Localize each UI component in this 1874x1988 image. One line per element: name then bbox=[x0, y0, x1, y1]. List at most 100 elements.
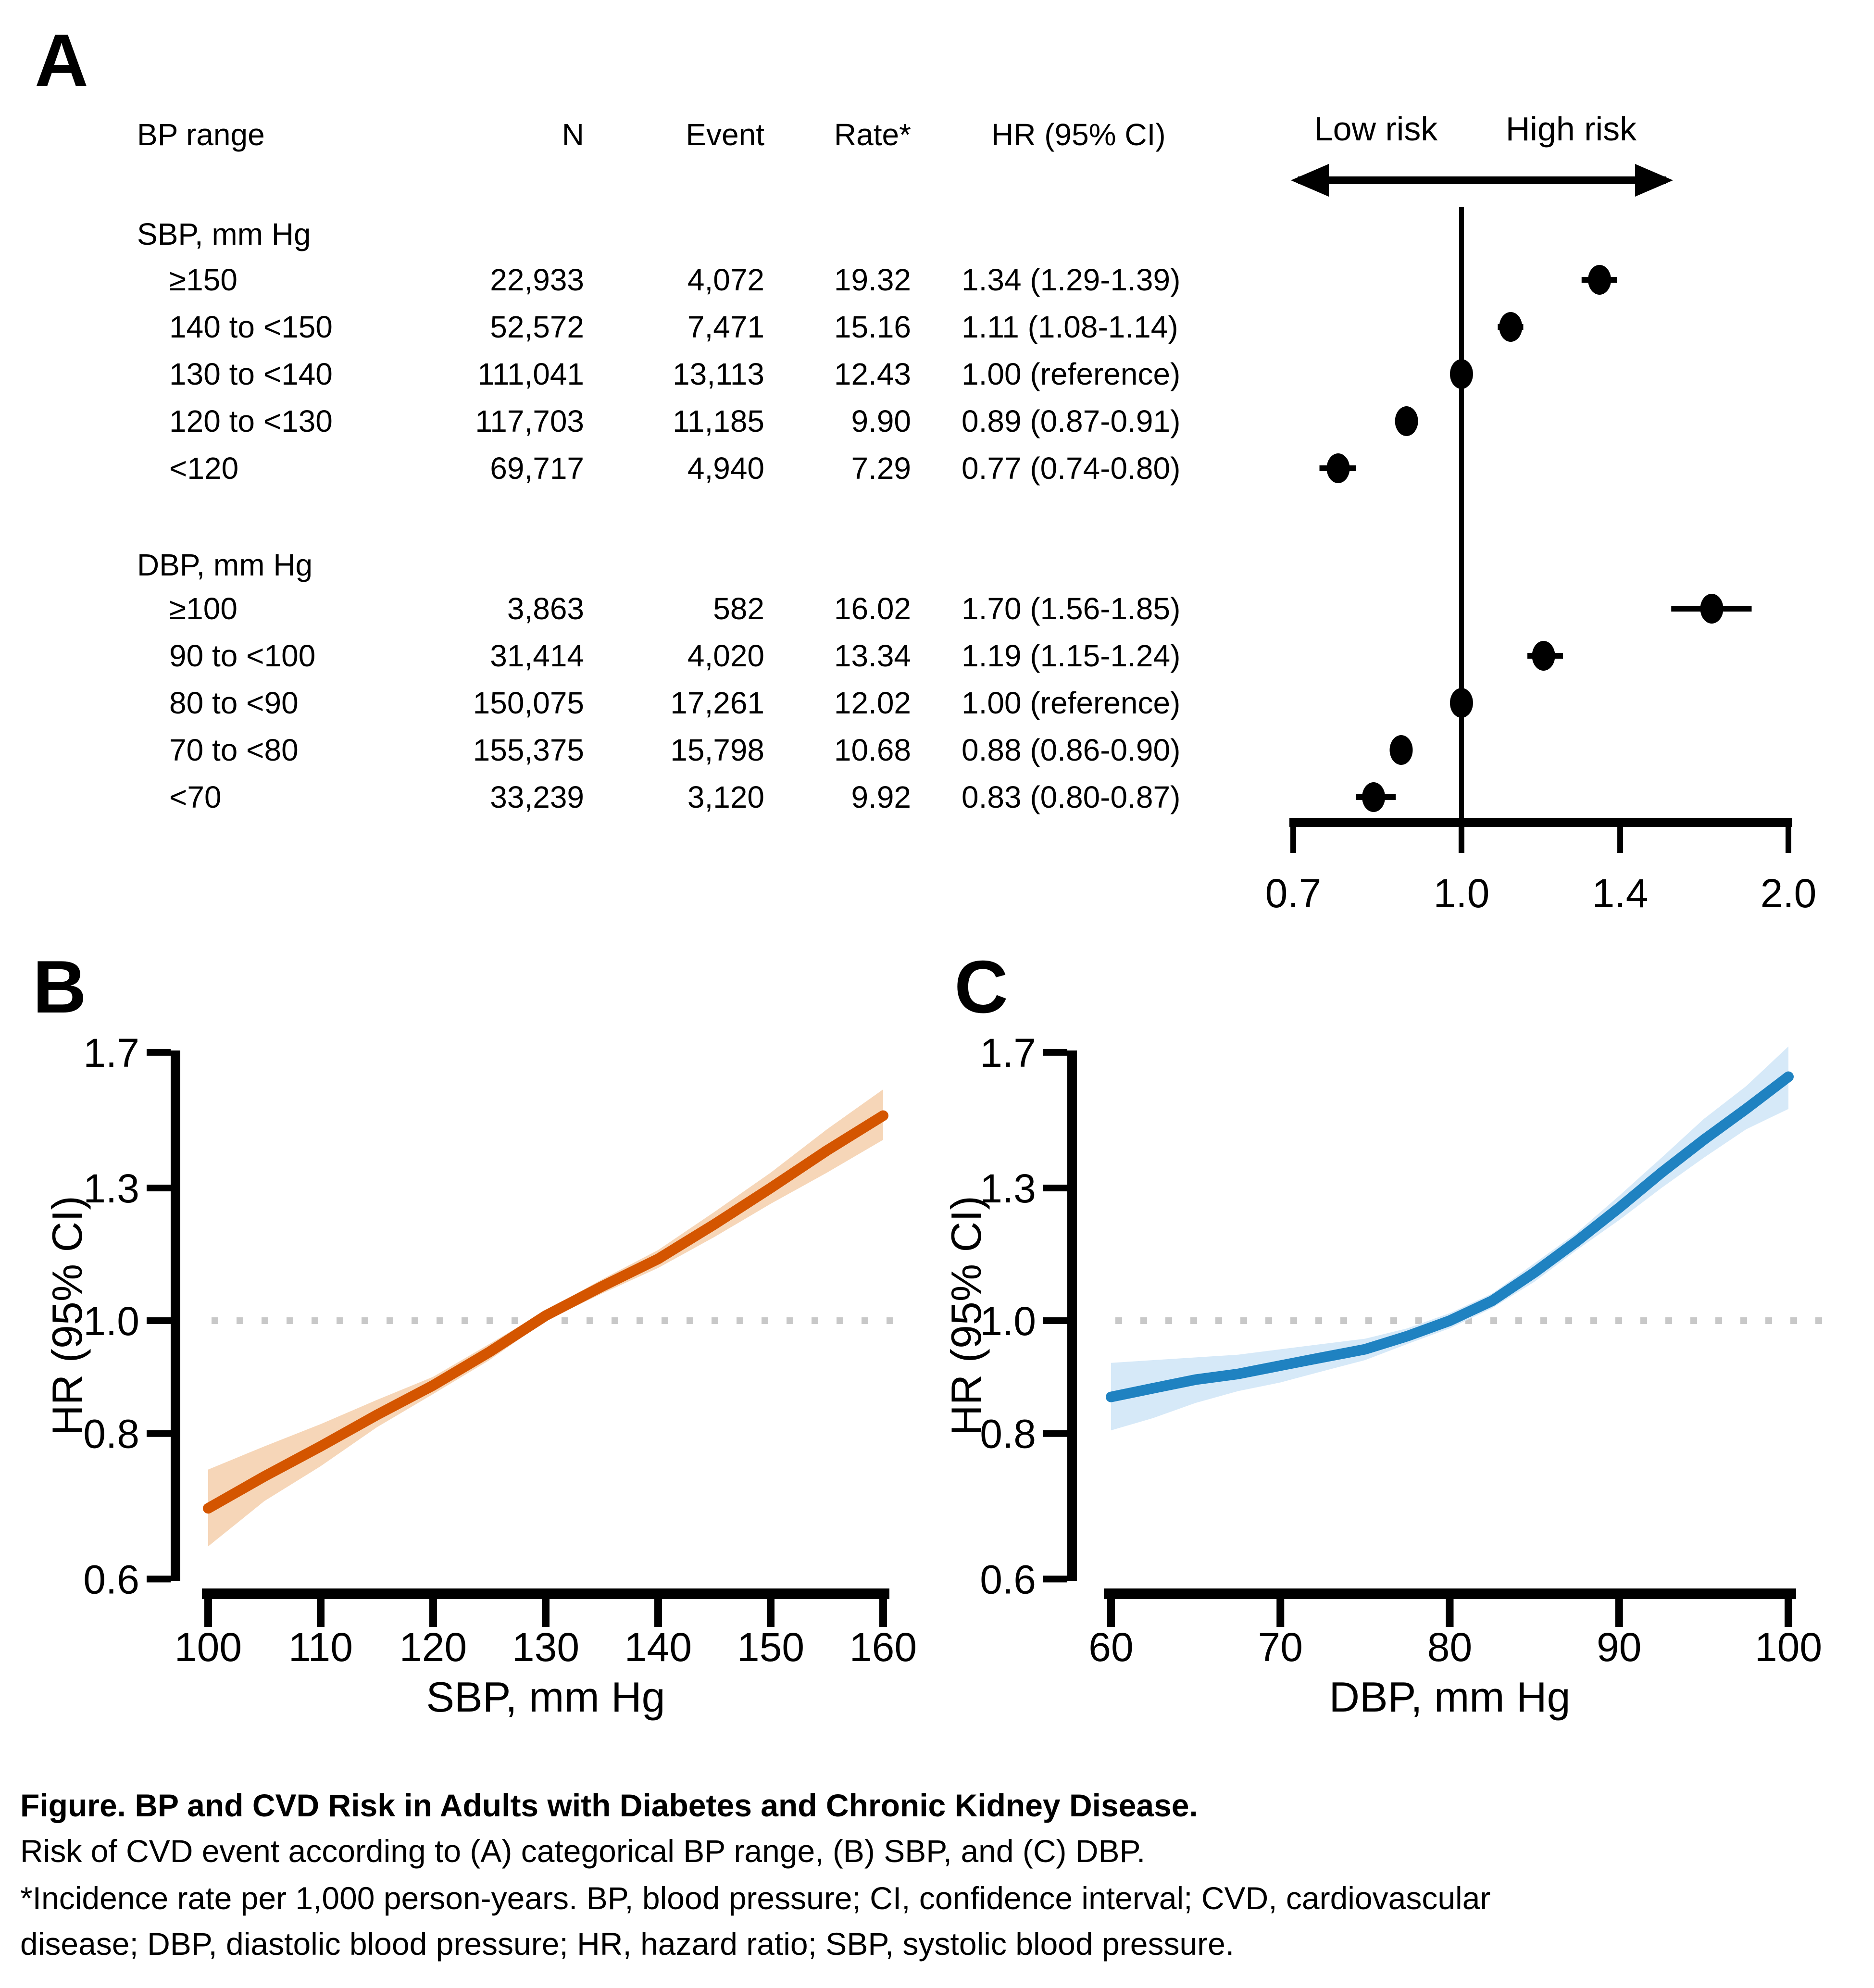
forest-point bbox=[1700, 594, 1724, 624]
row-hr-ci: 0.83 (0.80-0.87) bbox=[962, 780, 1181, 814]
row-rate: 9.92 bbox=[851, 780, 911, 814]
row-bp-range: <70 bbox=[169, 780, 222, 814]
col-header-n: N bbox=[562, 117, 584, 152]
col-header-event: Event bbox=[686, 117, 764, 152]
y-axis-tick-label: 1.7 bbox=[83, 1030, 139, 1075]
caption-line3: *Incidence rate per 1,000 person-years. … bbox=[20, 1880, 1491, 1916]
row-event: 13,113 bbox=[673, 357, 764, 391]
y-axis-tick-label: 1.3 bbox=[83, 1166, 139, 1211]
row-hr-ci: 0.89 (0.87-0.91) bbox=[962, 404, 1181, 438]
y-axis-tick-label: 1.0 bbox=[83, 1299, 139, 1344]
x-axis-tick-label: 150 bbox=[737, 1625, 804, 1670]
row-rate: 13.34 bbox=[834, 638, 911, 673]
y-axis-tick-label: 1.3 bbox=[980, 1166, 1036, 1211]
forest-point bbox=[1449, 688, 1473, 718]
section-heading: SBP, mm Hg bbox=[137, 217, 311, 251]
row-hr-ci: 0.77 (0.74-0.80) bbox=[962, 451, 1181, 486]
caption-line2: Risk of CVD event according to (A) categ… bbox=[20, 1833, 1146, 1869]
row-bp-range: 120 to <130 bbox=[169, 404, 333, 438]
row-bp-range: 90 to <100 bbox=[169, 638, 316, 673]
row-event: 17,261 bbox=[670, 686, 764, 720]
x-axis-spine bbox=[1104, 1588, 1796, 1599]
low-risk-label: Low risk bbox=[1314, 110, 1438, 148]
y-axis-tick-label: 0.6 bbox=[980, 1557, 1036, 1602]
forest-axis-tick-label: 1.4 bbox=[1592, 871, 1649, 916]
y-axis-tick-label: 0.8 bbox=[83, 1412, 139, 1457]
row-hr-ci: 1.34 (1.29-1.39) bbox=[962, 263, 1181, 297]
section-heading: DBP, mm Hg bbox=[137, 548, 313, 582]
x-axis-tick-label: 130 bbox=[512, 1625, 579, 1670]
forest-axis-tick-label: 1.0 bbox=[1434, 871, 1490, 916]
row-event: 3,120 bbox=[687, 780, 764, 814]
y-axis-tick-label: 0.6 bbox=[83, 1557, 139, 1602]
x-axis-tick-label: 110 bbox=[288, 1625, 353, 1670]
panel-b-label: B bbox=[33, 945, 87, 1028]
caption-title: Figure. BP and CVD Risk in Adults with D… bbox=[20, 1788, 1198, 1823]
forest-point bbox=[1326, 453, 1350, 483]
forest-point bbox=[1362, 782, 1386, 812]
row-hr-ci: 1.19 (1.15-1.24) bbox=[962, 638, 1181, 673]
hr-curve bbox=[1106, 1071, 1794, 1402]
row-event: 15,798 bbox=[670, 733, 764, 767]
x-axis-title: SBP, mm Hg bbox=[426, 1673, 665, 1721]
row-event: 7,471 bbox=[687, 310, 764, 344]
row-n: 111,041 bbox=[477, 357, 584, 391]
col-header-rate: Rate* bbox=[834, 117, 911, 152]
row-rate: 15.16 bbox=[834, 310, 911, 344]
x-axis-tick-label: 60 bbox=[1088, 1625, 1133, 1670]
row-rate: 19.32 bbox=[834, 263, 911, 297]
row-bp-range: 70 to <80 bbox=[169, 733, 299, 767]
row-n: 3,863 bbox=[507, 591, 584, 626]
caption-line4: disease; DBP, diastolic blood pressure; … bbox=[20, 1926, 1235, 1962]
row-rate: 12.02 bbox=[834, 686, 911, 720]
row-n: 22,933 bbox=[490, 263, 584, 297]
x-axis-tick-label: 100 bbox=[175, 1625, 242, 1670]
row-bp-range: 130 to <140 bbox=[169, 357, 333, 391]
row-n: 52,572 bbox=[490, 310, 584, 344]
x-axis-title: DBP, mm Hg bbox=[1329, 1673, 1570, 1721]
x-axis-tick-label: 100 bbox=[1755, 1625, 1822, 1670]
row-rate: 16.02 bbox=[834, 591, 911, 626]
row-hr-ci: 1.11 (1.08-1.14) bbox=[962, 310, 1178, 344]
row-rate: 9.90 bbox=[851, 404, 911, 438]
x-axis-tick-label: 140 bbox=[625, 1625, 692, 1670]
row-rate: 12.43 bbox=[834, 357, 911, 391]
x-axis-tick-label: 120 bbox=[400, 1625, 467, 1670]
y-axis-title: HR (95% CI) bbox=[942, 1196, 990, 1436]
x-axis-spine bbox=[202, 1588, 889, 1599]
row-n: 117,703 bbox=[475, 404, 584, 438]
row-bp-range: <120 bbox=[169, 451, 239, 486]
row-hr-ci: 1.70 (1.56-1.85) bbox=[962, 591, 1181, 626]
row-hr-ci: 1.00 (reference) bbox=[962, 686, 1181, 720]
row-event: 11,185 bbox=[673, 404, 764, 438]
row-rate: 7.29 bbox=[851, 451, 911, 486]
row-bp-range: ≥100 bbox=[169, 591, 237, 626]
row-n: 155,375 bbox=[473, 733, 584, 767]
row-event: 582 bbox=[713, 591, 764, 626]
risk-arrow-left-head bbox=[1291, 164, 1329, 197]
row-hr-ci: 1.00 (reference) bbox=[962, 357, 1181, 391]
forest-axis-bar bbox=[1289, 818, 1792, 827]
y-axis-tick-label: 0.8 bbox=[980, 1412, 1036, 1457]
forest-point bbox=[1449, 359, 1473, 389]
hr-curve bbox=[203, 1110, 888, 1514]
row-event: 4,020 bbox=[687, 638, 764, 673]
forest-axis-tick-label: 2.0 bbox=[1761, 871, 1817, 916]
y-axis-spine bbox=[171, 1050, 180, 1581]
forest-axis-tick-label: 0.7 bbox=[1265, 871, 1322, 916]
y-axis-title: HR (95% CI) bbox=[43, 1196, 91, 1436]
row-n: 150,075 bbox=[473, 686, 584, 720]
risk-arrow-right-head bbox=[1635, 164, 1673, 197]
x-axis-tick-label: 70 bbox=[1258, 1625, 1303, 1670]
forest-point bbox=[1588, 265, 1612, 295]
col-header-hr-ci: HR (95% CI) bbox=[991, 117, 1166, 152]
row-event: 4,940 bbox=[687, 451, 764, 486]
row-bp-range: 140 to <150 bbox=[169, 310, 333, 344]
row-hr-ci: 0.88 (0.86-0.90) bbox=[962, 733, 1181, 767]
forest-point bbox=[1395, 406, 1418, 436]
row-bp-range: ≥150 bbox=[169, 263, 237, 297]
y-axis-tick-label: 1.0 bbox=[980, 1299, 1036, 1344]
row-n: 31,414 bbox=[490, 638, 584, 673]
